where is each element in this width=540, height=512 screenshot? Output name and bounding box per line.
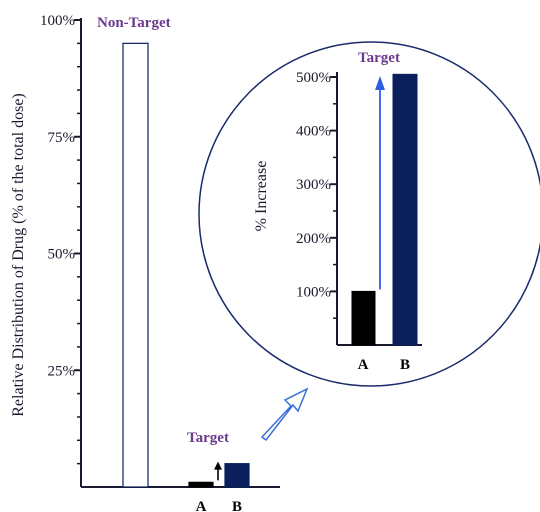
main-y-tick-label: 100% — [40, 13, 75, 29]
non-target-bar — [122, 42, 149, 488]
inset-target-title: Target — [358, 50, 400, 66]
increase-arrow-head-icon — [214, 461, 222, 470]
main-category-label: B — [232, 499, 242, 512]
main-y-tick-label: 25% — [48, 363, 76, 379]
inset-y-axis-label: % Increase — [253, 161, 270, 232]
inset-y-tick-label: 300% — [296, 177, 331, 193]
main-y-tick-label: 75% — [48, 130, 76, 146]
inset-y-tick-label: 500% — [296, 70, 331, 86]
target-bar-b — [224, 463, 250, 488]
inset-y-tick-label: 100% — [296, 284, 331, 300]
inset-bar-a — [351, 290, 376, 346]
target-annotation: Target — [187, 430, 229, 446]
inset-y-tick-label: 400% — [296, 124, 331, 140]
inset-category-label: A — [358, 357, 369, 373]
inset-bar-b — [392, 73, 418, 346]
non-target-title: Non-Target — [97, 15, 171, 31]
main-y-tick-label: 50% — [48, 247, 76, 263]
zoom-arrow-icon — [260, 387, 309, 442]
zoom-circle — [198, 41, 540, 387]
target-bar-a — [188, 481, 214, 488]
main-y-axis-label: Relative Distribution of Drug (% of the … — [10, 93, 27, 416]
main-category-label: A — [196, 499, 207, 512]
inset-increase-arrow-head-icon — [375, 76, 385, 90]
inset-y-tick-label: 200% — [296, 231, 331, 247]
inset-category-label: B — [400, 357, 410, 373]
